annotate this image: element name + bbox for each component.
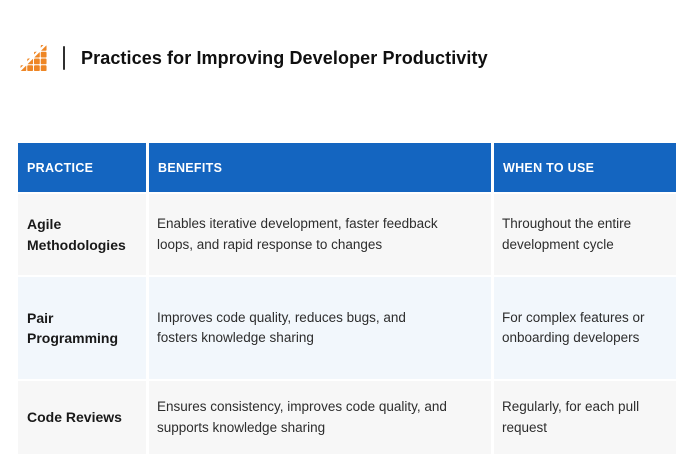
- column-header-when-to-use: WHEN TO USE: [494, 143, 676, 192]
- growth-bars-icon: [20, 44, 47, 71]
- column-header-practice: PRACTICE: [18, 143, 146, 192]
- table-cell-benefits: Enables iterative development, faster fe…: [149, 194, 491, 275]
- header: Practices for Improving Developer Produc…: [20, 44, 694, 72]
- table-cell-when-to-use: Regularly, for each pull request: [494, 381, 676, 454]
- page: Practices for Improving Developer Produc…: [0, 44, 694, 461]
- table-cell-when-to-use: Throughout the entire development cycle: [494, 194, 676, 275]
- title-divider: [63, 46, 65, 70]
- table-cell-when-to-use: For complex features or onboarding devel…: [494, 277, 676, 379]
- table-cell-practice: Agile Methodologies: [18, 194, 146, 275]
- table-cell-benefits: Improves code quality, reduces bugs, and…: [149, 277, 491, 379]
- productivity-table: PRACTICE BENEFITS WHEN TO USE Agile Meth…: [18, 143, 676, 454]
- table-cell-benefits: Ensures consistency, improves code quali…: [149, 381, 491, 454]
- table-cell-practice: Code Reviews: [18, 381, 146, 454]
- page-title: Practices for Improving Developer Produc…: [81, 47, 488, 68]
- column-header-benefits: BENEFITS: [149, 143, 491, 192]
- table-cell-practice: Pair Programming: [18, 277, 146, 379]
